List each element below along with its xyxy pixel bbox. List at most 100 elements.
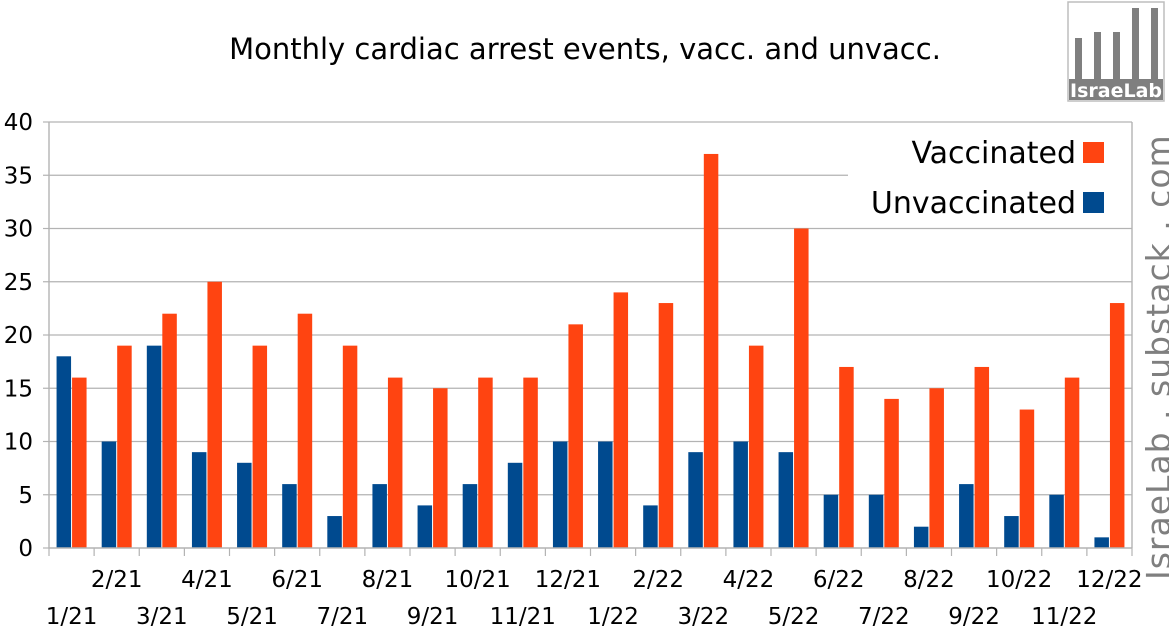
logo-bars xyxy=(1075,8,1158,79)
bar-unvaccinated xyxy=(643,505,658,548)
legend: Vaccinated Unvaccinated xyxy=(871,136,1104,221)
legend-swatch-unvaccinated xyxy=(1083,192,1104,213)
bar-vaccinated xyxy=(162,313,177,548)
x-tick-label: 2/21 xyxy=(91,567,143,593)
bars xyxy=(56,153,1125,548)
bar-vaccinated xyxy=(839,366,854,548)
logo-bar xyxy=(1151,8,1158,79)
bar-vaccinated xyxy=(387,377,403,548)
x-tick-label: 10/21 xyxy=(445,567,511,593)
bar-vaccinated xyxy=(929,388,944,548)
logo-bar xyxy=(1094,32,1101,79)
bar-unvaccinated xyxy=(101,441,117,548)
x-tick-label: 7/21 xyxy=(316,604,368,630)
bar-unvaccinated xyxy=(552,441,568,548)
bar-vaccinated xyxy=(342,345,358,548)
x-tick-label: 8/22 xyxy=(903,567,955,593)
legend-label-unvaccinated: Unvaccinated xyxy=(871,186,1076,221)
watermark-text: IsraeLab . substack . com xyxy=(1139,134,1169,580)
bar-vaccinated xyxy=(207,281,222,548)
bar-unvaccinated xyxy=(191,452,207,548)
bar-vaccinated xyxy=(613,292,629,548)
bar-vaccinated xyxy=(884,398,899,548)
legend-swatch-vaccinated xyxy=(1083,142,1104,163)
bar-unvaccinated xyxy=(688,452,703,548)
bar-vaccinated xyxy=(794,228,809,548)
bar-unvaccinated xyxy=(959,484,974,548)
bar-vaccinated xyxy=(658,303,674,548)
x-axis-ticks: 1/21 2/21 3/21 4/21 5/21 6/21 7/21 8/21 9/21 10/2… xyxy=(46,548,1143,630)
bar-unvaccinated xyxy=(417,505,433,548)
bar-vaccinated xyxy=(523,377,538,548)
bar-unvaccinated xyxy=(282,484,297,548)
bar-unvaccinated xyxy=(327,516,342,548)
bar-vaccinated xyxy=(568,324,583,548)
x-tick-label: 6/21 xyxy=(271,567,323,593)
y-tick-label: 0 xyxy=(18,536,33,562)
y-tick-label: 5 xyxy=(18,483,33,509)
bar-unvaccinated xyxy=(823,494,839,548)
chart-title: Monthly cardiac arrest events, vacc. and… xyxy=(229,32,941,66)
x-tick-label: 7/22 xyxy=(858,604,910,630)
bar-unvaccinated xyxy=(1094,537,1109,548)
x-tick-label: 5/21 xyxy=(226,604,278,630)
logo-bar xyxy=(1113,32,1120,79)
axes xyxy=(48,122,1133,549)
x-tick-label: 11/22 xyxy=(1031,604,1097,630)
bar-unvaccinated xyxy=(507,462,523,548)
x-tick-label: 3/21 xyxy=(136,604,188,630)
bar-unvaccinated xyxy=(733,441,748,548)
x-tick-label: 9/21 xyxy=(407,604,459,630)
y-axis-ticks: 0 5 10 15 20 25 30 35 40 xyxy=(4,110,49,562)
bar-unvaccinated xyxy=(868,494,884,548)
x-tick-label: 11/21 xyxy=(490,604,556,630)
x-tick-label: 9/22 xyxy=(948,604,1000,630)
x-tick-label: 10/22 xyxy=(986,567,1052,593)
x-tick-label: 4/21 xyxy=(181,567,233,593)
bar-unvaccinated xyxy=(372,484,387,548)
bar-unvaccinated xyxy=(56,356,72,548)
x-tick-label: 12/21 xyxy=(535,567,601,593)
bar-vaccinated xyxy=(297,313,313,548)
logo-text: IsraeLab xyxy=(1070,80,1162,102)
x-tick-label: 1/22 xyxy=(587,604,639,630)
bar-vaccinated xyxy=(433,388,448,548)
bar-vaccinated xyxy=(1019,409,1035,548)
bar-unvaccinated xyxy=(146,345,162,548)
bar-unvaccinated xyxy=(1049,494,1064,548)
y-tick-label: 15 xyxy=(4,376,33,402)
bar-unvaccinated xyxy=(913,526,929,548)
legend-label-vaccinated: Vaccinated xyxy=(911,136,1076,171)
bar-vaccinated xyxy=(1064,377,1080,548)
y-tick-label: 35 xyxy=(4,163,33,189)
bar-vaccinated xyxy=(703,153,719,548)
x-tick-label: 3/22 xyxy=(677,604,729,630)
bar-vaccinated xyxy=(117,345,132,548)
y-tick-label: 30 xyxy=(4,217,33,243)
y-tick-label: 40 xyxy=(4,110,33,136)
israelab-logo: IsraeLab xyxy=(1067,1,1165,102)
bar-vaccinated xyxy=(1109,303,1125,548)
bar-unvaccinated xyxy=(1004,516,1019,548)
x-tick-label: 12/22 xyxy=(1076,567,1142,593)
y-tick-label: 25 xyxy=(4,270,33,296)
logo-band xyxy=(1069,79,1163,100)
x-tick-label: 1/21 xyxy=(46,604,98,630)
x-tick-label: 6/22 xyxy=(813,567,865,593)
bar-unvaccinated xyxy=(598,441,613,548)
x-tick-label: 5/22 xyxy=(768,604,820,630)
bar-vaccinated xyxy=(478,377,493,548)
logo-bar xyxy=(1075,38,1082,79)
logo-bar xyxy=(1132,8,1139,79)
bar-vaccinated xyxy=(748,345,764,548)
x-tick-label: 8/21 xyxy=(362,567,414,593)
bar-unvaccinated xyxy=(237,462,252,548)
bar-vaccinated xyxy=(974,366,990,548)
y-tick-label: 20 xyxy=(4,323,33,349)
bar-unvaccinated xyxy=(462,484,478,548)
bar-unvaccinated xyxy=(778,452,794,548)
bar-vaccinated xyxy=(252,345,268,548)
x-tick-label: 4/22 xyxy=(723,567,775,593)
y-tick-label: 10 xyxy=(4,430,33,456)
